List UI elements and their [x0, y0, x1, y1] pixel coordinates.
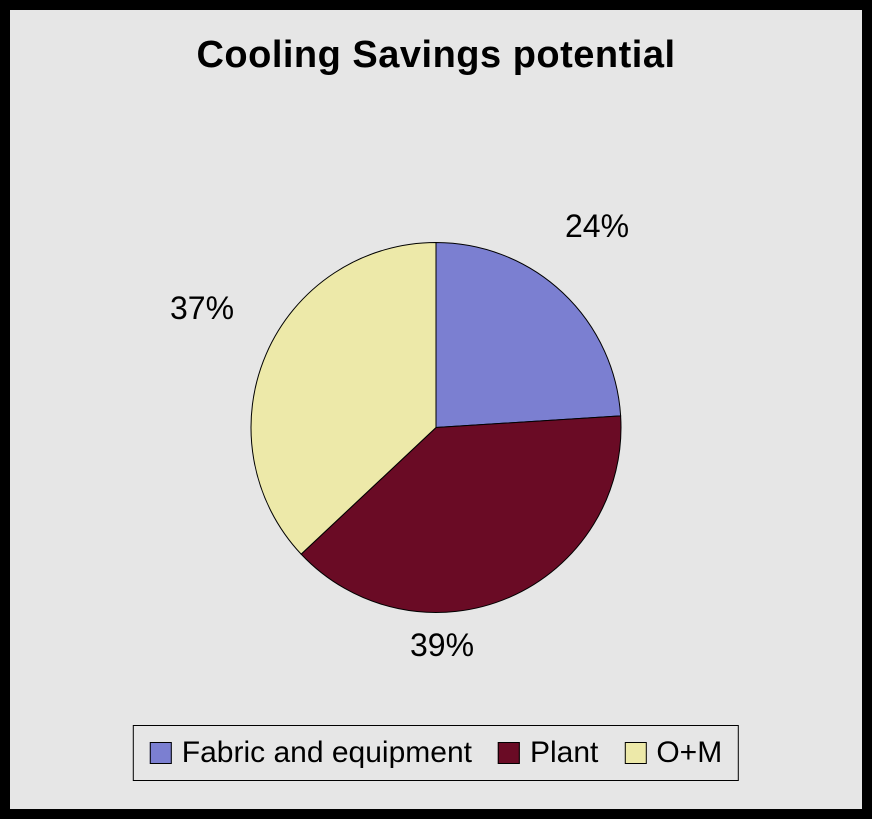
- slice-label-o-plus-m: 37%: [170, 290, 234, 327]
- slice-label-fabric-and-equipment: 24%: [565, 208, 629, 245]
- slice-label-plant: 39%: [410, 627, 474, 664]
- legend-label-fabric-and-equipment: Fabric and equipment: [182, 736, 472, 770]
- chart-panel: Cooling Savings potential 24% 39% 37% Fa…: [10, 10, 862, 809]
- legend: Fabric and equipment Plant O+M: [133, 725, 739, 781]
- legend-item-o-plus-m: O+M: [624, 736, 722, 770]
- legend-swatch-o-plus-m: [624, 742, 646, 764]
- pie-slice: [436, 243, 621, 428]
- legend-swatch-fabric-and-equipment: [150, 742, 172, 764]
- pie-chart: [246, 238, 626, 623]
- chart-title: Cooling Savings potential: [10, 34, 862, 77]
- legend-item-plant: Plant: [498, 736, 598, 770]
- legend-item-fabric-and-equipment: Fabric and equipment: [150, 736, 472, 770]
- legend-label-o-plus-m: O+M: [656, 736, 722, 770]
- pie-svg: [246, 238, 626, 618]
- chart-outer-frame: Cooling Savings potential 24% 39% 37% Fa…: [0, 0, 872, 819]
- legend-swatch-plant: [498, 742, 520, 764]
- legend-label-plant: Plant: [530, 736, 598, 770]
